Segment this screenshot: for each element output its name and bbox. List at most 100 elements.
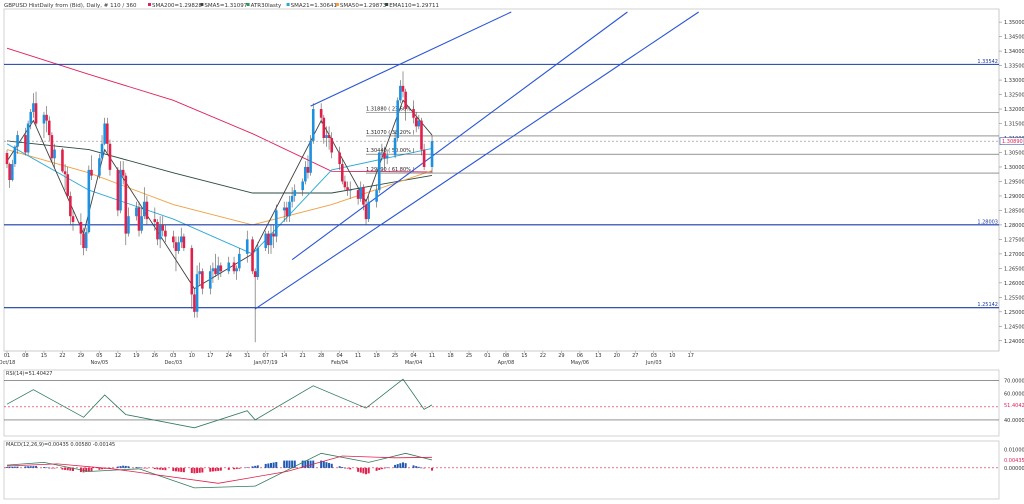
y-tick-label: 1.34500 [1004, 35, 1024, 41]
macd-histogram-bar [380, 467, 383, 470]
rsi-title: RSI(14)=51.40427 [6, 371, 52, 377]
y-tick-label: 1.32500 [1004, 93, 1024, 99]
candle-body [251, 239, 254, 272]
x-day-label: 17 [688, 353, 694, 359]
candle-body [232, 262, 236, 272]
macd-histogram-bar [349, 467, 352, 470]
macd-histogram-bar [431, 467, 434, 471]
x-day-label: 03 [170, 353, 176, 359]
y-tick-label: 1.26500 [1004, 266, 1024, 272]
candle-body [364, 204, 368, 220]
candle-body [235, 268, 238, 272]
indicator-swatch [246, 3, 250, 6]
y-tick-label: 1.27500 [1004, 237, 1024, 243]
macd-histogram-bar [367, 467, 370, 474]
macd-histogram-bar [29, 466, 32, 468]
x-day-label: 07 [263, 353, 269, 359]
macd-histogram-bar [42, 467, 45, 468]
x-day-label: 05 [96, 353, 102, 359]
macd-histogram-bar [365, 467, 368, 475]
candle-body [137, 207, 141, 231]
macd-histogram-bar [304, 460, 307, 468]
candle-body [216, 265, 220, 275]
macd-panel-frame [3, 440, 1000, 500]
candle-body [164, 230, 167, 237]
indicator-label: SMA200=1.29828 [152, 3, 202, 9]
macd-histogram-bar [322, 461, 325, 468]
macd-histogram-bar [256, 465, 259, 468]
candle-body [161, 224, 165, 231]
macd-histogram-bar [174, 467, 177, 472]
candle-body [63, 171, 67, 175]
rsi-current-label: 51.40427 [1004, 403, 1024, 409]
x-day-label: 10 [669, 353, 675, 359]
x-day-label: 31 [244, 353, 250, 359]
macd-histogram-bar [196, 467, 199, 474]
trendline-upper [310, 11, 512, 107]
candle-body [79, 222, 83, 234]
macd-signal-line [6, 455, 433, 484]
candle-body [256, 248, 260, 278]
x-day-label: 29 [78, 353, 84, 359]
candle-body [377, 152, 381, 191]
macd-histogram-bar [254, 465, 257, 468]
candle-body [338, 152, 341, 165]
macd-histogram-bar [198, 467, 201, 473]
macd-histogram-bar [328, 462, 331, 468]
x-day-label: 12 [115, 353, 121, 359]
macd-histogram-bar [423, 467, 426, 469]
macd-histogram-bar [346, 467, 349, 469]
current-price-box [999, 137, 1024, 145]
y-tick-label: 1.31500 [1004, 122, 1024, 128]
rsi-y-label: 60.00000 [1004, 392, 1024, 398]
candle-body [108, 143, 112, 170]
macd-histogram-bar [8, 466, 11, 468]
y-tick-label: 1.26000 [1004, 281, 1024, 287]
chart-symbol-info: GBPUSD HistDaily from (Bid), Daily, # 11… [4, 3, 137, 9]
candle-body [383, 152, 386, 159]
x-day-label: 27 [632, 353, 638, 359]
macd-histogram-bar [267, 463, 270, 468]
candle-body [5, 153, 9, 165]
fib-label: 1.30440 ( 50.00% ) [366, 148, 414, 154]
x-day-label: 06 [577, 353, 583, 359]
candle-body [174, 242, 178, 251]
candle-body [404, 91, 407, 110]
macd-histogram-bar [270, 462, 272, 468]
candle-body [42, 114, 46, 124]
candle-body [290, 195, 294, 202]
candle-body [311, 109, 315, 141]
indicator-swatch [148, 3, 151, 6]
indicator-swatch [335, 3, 339, 6]
y-tick-label: 1.35000 [1004, 20, 1024, 26]
macd-histogram-bar [145, 467, 148, 469]
x-day-label: 03 [651, 353, 657, 359]
indicator-swatch [200, 3, 204, 6]
macd-y-label: 0.00000 [1004, 466, 1024, 472]
macd-histogram-bar [161, 467, 164, 470]
y-tick-label: 1.30500 [1004, 150, 1024, 156]
candle-body [142, 201, 146, 217]
macd-histogram-bar [209, 467, 212, 472]
candle-body [359, 187, 363, 199]
x-day-label: 25 [466, 353, 472, 359]
trend-lines[interactable] [254, 11, 699, 310]
candle-body [16, 135, 19, 147]
macd-histogram-bar [85, 467, 88, 472]
y-tick-label: 1.30000 [1004, 165, 1024, 171]
macd-histogram-bar [412, 465, 415, 468]
ma-line-sma200 [6, 47, 433, 173]
candle-body [208, 271, 212, 289]
macd-histogram-bar [285, 460, 288, 468]
macd-current-label: 0.00435 [1004, 458, 1024, 464]
macd-histogram-bar [404, 463, 407, 468]
price-y-axis: 1.35000 1.34500 1.34000 1.33500 1.33000 1.325… [999, 20, 1024, 345]
candle-body [306, 166, 310, 173]
macd-histogram-bar [164, 467, 167, 471]
x-day-label: 20 [614, 353, 620, 359]
x-month-label: Mar/04 [405, 360, 422, 366]
macd-histogram-bar [140, 467, 143, 469]
x-month-label: Apr/08 [498, 360, 515, 366]
macd-histogram-bar [90, 467, 93, 472]
